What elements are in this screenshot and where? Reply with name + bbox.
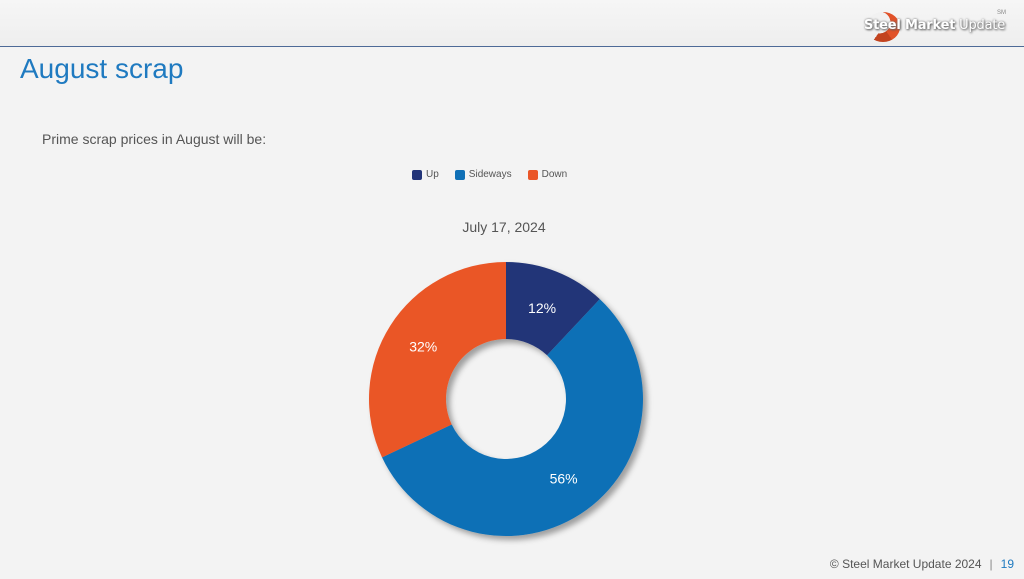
legend-label-up: Up xyxy=(426,169,439,180)
data-label-up: 12% xyxy=(528,300,556,316)
legend-swatch-up xyxy=(412,169,422,180)
footer: © Steel Market Update 2024 | 19 xyxy=(830,557,1014,571)
legend-item-down: Down xyxy=(527,169,568,180)
brand-trademark: SM xyxy=(997,10,1006,16)
slice-down xyxy=(369,261,506,458)
copyright-text: © Steel Market Update 2024 xyxy=(829,557,982,571)
legend-label-down: Down xyxy=(541,169,568,180)
chart-legend: Up Sideways Down xyxy=(412,169,567,180)
page-number: 19 xyxy=(1000,557,1014,571)
brand-logo: Steel Market Update SM xyxy=(858,6,1008,44)
legend-item-up: Up xyxy=(412,169,439,180)
brand-text: Steel Market Update xyxy=(864,18,1006,33)
page-title: August scrap xyxy=(20,53,184,84)
slice-up xyxy=(506,262,600,356)
data-label-sideways: 56% xyxy=(550,470,578,486)
legend-swatch-down xyxy=(527,169,538,180)
legend-swatch-sideways xyxy=(454,169,465,180)
legend-item-sideways: Sideways xyxy=(454,169,512,180)
legend-label-sideways: Sideways xyxy=(468,169,512,180)
slice-sideways xyxy=(382,299,644,536)
footer-separator: | xyxy=(989,557,993,571)
header-bar: Steel Market Update SM xyxy=(0,0,1024,47)
data-label-down: 32% xyxy=(409,338,437,354)
logo-swoosh-icon xyxy=(866,12,900,42)
chart-title: July 17, 2024 xyxy=(462,219,546,235)
question-text: Prime scrap prices in August will be: xyxy=(42,131,267,147)
